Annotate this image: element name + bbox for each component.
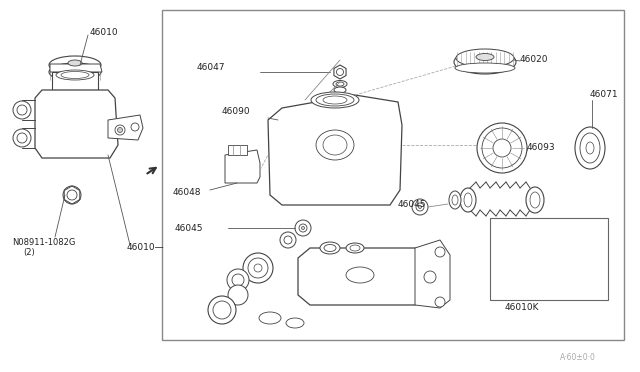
- Ellipse shape: [316, 130, 354, 160]
- Ellipse shape: [530, 192, 540, 208]
- Ellipse shape: [350, 245, 360, 251]
- Ellipse shape: [61, 71, 89, 78]
- Ellipse shape: [284, 236, 292, 244]
- Ellipse shape: [323, 96, 347, 104]
- Circle shape: [435, 247, 445, 257]
- Circle shape: [115, 125, 125, 135]
- Text: 46045: 46045: [175, 224, 204, 233]
- Text: A·60±0·0: A·60±0·0: [560, 353, 596, 362]
- Polygon shape: [50, 64, 102, 72]
- Text: 46090: 46090: [222, 107, 251, 116]
- Circle shape: [131, 123, 139, 131]
- Ellipse shape: [280, 232, 296, 248]
- Circle shape: [337, 68, 344, 76]
- Text: 46010—: 46010—: [127, 243, 164, 252]
- Ellipse shape: [346, 243, 364, 253]
- Ellipse shape: [248, 258, 268, 278]
- Circle shape: [118, 128, 122, 132]
- Ellipse shape: [416, 203, 424, 211]
- Ellipse shape: [334, 87, 346, 93]
- Ellipse shape: [301, 227, 305, 230]
- Ellipse shape: [493, 139, 511, 157]
- Ellipse shape: [575, 127, 605, 169]
- Ellipse shape: [452, 195, 458, 205]
- Ellipse shape: [482, 128, 522, 168]
- Ellipse shape: [259, 312, 281, 324]
- Ellipse shape: [476, 54, 494, 61]
- Ellipse shape: [526, 187, 544, 213]
- Polygon shape: [298, 248, 425, 305]
- Ellipse shape: [333, 80, 347, 87]
- Ellipse shape: [311, 92, 359, 108]
- Text: 46010K: 46010K: [505, 303, 540, 312]
- Ellipse shape: [419, 205, 422, 208]
- Ellipse shape: [56, 70, 94, 80]
- Circle shape: [63, 186, 81, 204]
- Ellipse shape: [228, 285, 248, 305]
- Ellipse shape: [316, 94, 354, 106]
- Polygon shape: [334, 65, 346, 79]
- Ellipse shape: [460, 188, 476, 212]
- Ellipse shape: [17, 133, 27, 143]
- Ellipse shape: [49, 56, 101, 74]
- Ellipse shape: [295, 220, 311, 236]
- Polygon shape: [415, 240, 450, 308]
- Bar: [162, 10, 624, 340]
- Text: 46071: 46071: [590, 90, 619, 99]
- Text: 46048: 46048: [173, 188, 202, 197]
- Polygon shape: [35, 90, 118, 158]
- Text: 46010: 46010: [90, 28, 118, 37]
- Ellipse shape: [580, 133, 600, 163]
- Ellipse shape: [412, 199, 428, 215]
- Ellipse shape: [243, 253, 273, 283]
- Ellipse shape: [449, 191, 461, 209]
- Ellipse shape: [213, 301, 231, 319]
- Ellipse shape: [477, 123, 527, 173]
- Ellipse shape: [336, 82, 344, 86]
- Ellipse shape: [13, 101, 31, 119]
- Bar: [490, 218, 608, 300]
- Ellipse shape: [586, 142, 594, 154]
- Polygon shape: [52, 72, 98, 90]
- Text: 46093: 46093: [527, 143, 556, 152]
- Polygon shape: [108, 115, 143, 140]
- Ellipse shape: [455, 63, 515, 73]
- Ellipse shape: [68, 60, 82, 66]
- Circle shape: [435, 297, 445, 307]
- Text: 46020: 46020: [520, 55, 548, 64]
- Ellipse shape: [320, 242, 340, 254]
- Ellipse shape: [323, 135, 347, 155]
- Ellipse shape: [208, 296, 236, 324]
- Ellipse shape: [454, 50, 516, 74]
- Ellipse shape: [286, 318, 304, 328]
- Ellipse shape: [464, 193, 472, 207]
- Ellipse shape: [456, 49, 514, 67]
- Ellipse shape: [49, 63, 101, 81]
- Text: (2): (2): [23, 248, 35, 257]
- Ellipse shape: [299, 224, 307, 232]
- Ellipse shape: [324, 244, 336, 251]
- Ellipse shape: [227, 269, 249, 291]
- Ellipse shape: [13, 129, 31, 147]
- Text: 46045: 46045: [398, 200, 426, 209]
- Circle shape: [67, 190, 77, 200]
- Ellipse shape: [17, 105, 27, 115]
- Polygon shape: [228, 145, 247, 155]
- Ellipse shape: [232, 274, 244, 286]
- Text: 46047: 46047: [197, 63, 225, 72]
- Polygon shape: [268, 95, 402, 205]
- Ellipse shape: [346, 267, 374, 283]
- Ellipse shape: [254, 264, 262, 272]
- Polygon shape: [225, 150, 260, 183]
- Text: N08911-1082G: N08911-1082G: [12, 238, 76, 247]
- Circle shape: [424, 271, 436, 283]
